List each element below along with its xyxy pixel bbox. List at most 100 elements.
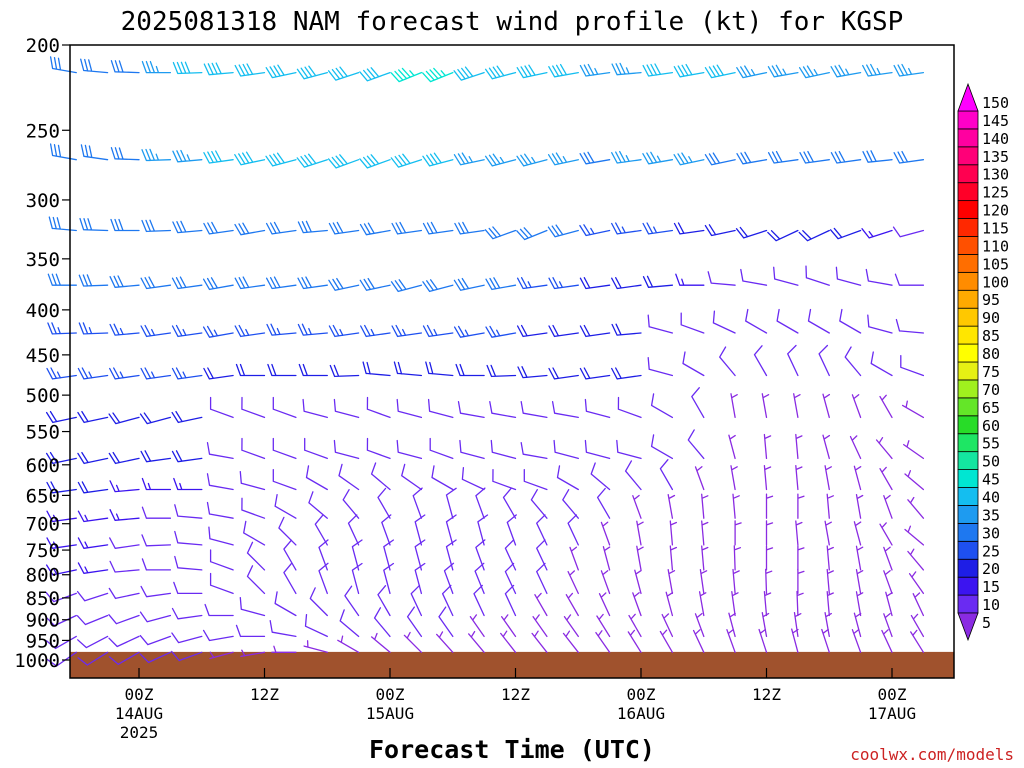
wind-barb (401, 463, 423, 491)
wind-barb (798, 65, 830, 79)
wind-barb (234, 324, 266, 338)
wind-barb (531, 630, 548, 653)
wind-barb (632, 592, 642, 617)
wind-barb (453, 152, 485, 166)
wind-barb (822, 434, 831, 460)
colorbar-swatch (957, 451, 979, 470)
colorbar-swatch (957, 540, 979, 560)
wind-barb (140, 367, 172, 380)
wind-barb (516, 277, 548, 290)
wind-barb (174, 530, 203, 546)
wind-barb (172, 149, 203, 163)
colorbar-label: 10 (982, 596, 1000, 614)
wind-barb (272, 437, 297, 460)
wind-barb (303, 640, 328, 653)
wind-barb (796, 590, 804, 617)
wind-barb (520, 442, 548, 460)
wind-barb (235, 624, 266, 638)
wind-barb (904, 470, 925, 491)
colorbar-swatch (957, 594, 979, 614)
wind-barb (765, 568, 773, 595)
wind-barb (172, 61, 203, 75)
wind-barb (853, 521, 862, 546)
wind-barb (805, 265, 830, 286)
wind-barb (45, 410, 77, 424)
wind-barb (758, 628, 768, 653)
wind-barb (475, 539, 486, 571)
wind-barb (773, 266, 799, 286)
plot-area (45, 44, 955, 679)
y-axis: 200 250 300 350 400 450 500 550 600 650 700 750 8008… (14, 35, 70, 672)
wind-barb (370, 462, 391, 491)
y-tick-label: 450 (26, 345, 60, 367)
wind-barb (108, 614, 140, 625)
wind-barb (427, 398, 454, 419)
wind-barb (795, 520, 803, 546)
colorbar-label: 80 (982, 345, 1000, 363)
wind-barb (265, 152, 297, 167)
wind-barb (246, 565, 266, 595)
wind-barb (484, 153, 517, 167)
wind-barb (46, 481, 77, 494)
wind-barb (520, 401, 548, 419)
wind-barb (694, 466, 705, 491)
wind-barb (853, 465, 862, 491)
y-tick-label: 750 (26, 540, 60, 562)
colorbar-swatch (957, 307, 979, 327)
y-tick-label: 250 (26, 120, 60, 142)
wind-barb (78, 322, 109, 335)
wind-barb (767, 64, 799, 78)
wind-barb (206, 501, 234, 519)
wind-barb (565, 592, 579, 617)
wind-barb (761, 612, 770, 638)
wind-barb (892, 226, 925, 238)
wind-barb (328, 221, 360, 235)
wind-barb (489, 401, 517, 419)
wind-barb (506, 514, 517, 546)
wind-barb (359, 222, 391, 236)
wind-barb (787, 344, 799, 377)
wind-barb (206, 473, 234, 491)
wind-barb (234, 276, 266, 290)
wind-barb (469, 614, 485, 638)
colorbar-label: 125 (982, 184, 1009, 202)
x-tick-year: 2025 (120, 723, 159, 742)
wind-barb (140, 276, 172, 290)
wind-barb (830, 150, 862, 164)
wind-barb (567, 570, 579, 595)
wind-barb (647, 357, 674, 377)
wind-barb (141, 148, 172, 162)
wind-barb (272, 468, 297, 491)
wind-barb (45, 451, 77, 465)
x-tick-label: 12Z (752, 685, 781, 704)
wind-barb (305, 465, 328, 491)
wind-barb (596, 487, 611, 519)
y-tick-label: 650 (26, 485, 60, 507)
colorbar-bottom-arrow (957, 612, 979, 642)
wind-barb (171, 632, 203, 644)
wind-barb (904, 525, 925, 546)
y-tick-label: 950 (26, 630, 60, 652)
wind-barb (536, 562, 548, 595)
wind-barb (241, 396, 266, 419)
wind-barb (344, 585, 360, 617)
colorbar-label: 60 (982, 417, 1000, 435)
wind-barb (266, 323, 297, 336)
colorbar-label: 115 (982, 220, 1009, 238)
wind-barb (734, 520, 742, 546)
wind-barb (174, 504, 203, 519)
colorbar-label: 135 (982, 148, 1009, 166)
wind-barb (283, 562, 297, 595)
colorbar-label: 15 (982, 578, 1000, 596)
wind-barb (895, 318, 925, 334)
colorbar-label: 90 (982, 309, 1000, 327)
wind-barb (327, 154, 360, 169)
colorbar-label: 120 (982, 202, 1009, 220)
wind-barb (141, 219, 172, 233)
wind-barb (484, 65, 517, 80)
x-tick-label: 00Z (376, 685, 405, 704)
wind-barb (579, 324, 611, 338)
y-tick-label: 900 (26, 610, 60, 632)
wind-barb (894, 273, 925, 286)
wind-barb (475, 487, 486, 519)
